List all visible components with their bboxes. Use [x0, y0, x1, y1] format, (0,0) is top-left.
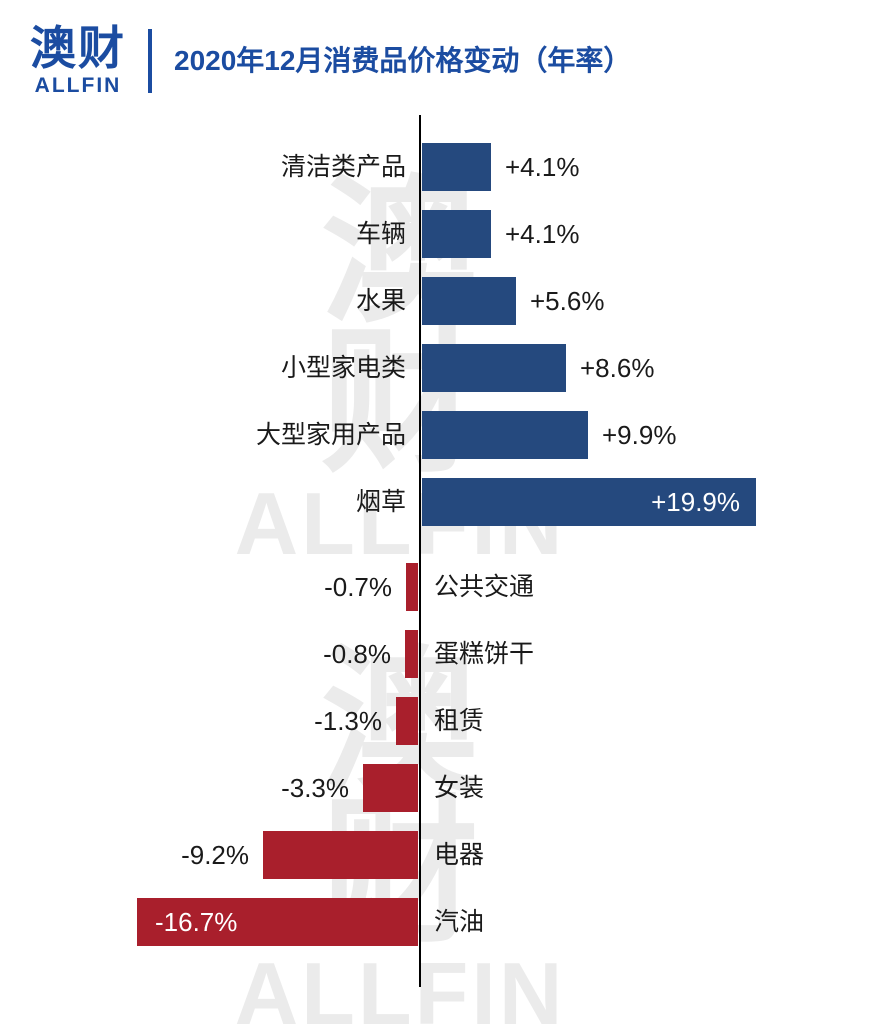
value-label: -0.7% [324, 572, 392, 602]
chart-row: 大型家用产品 +9.9% [0, 411, 870, 459]
category-label: 蛋糕饼干 [434, 640, 535, 668]
positive-bar [422, 411, 588, 459]
logo-divider [148, 29, 152, 94]
category-label: 清洁类产品 [280, 153, 406, 181]
category-label: 水果 [355, 287, 406, 315]
category-label: 电器 [434, 841, 485, 869]
watermark-en: ALLFIN [234, 944, 566, 1029]
axis-line [419, 115, 421, 987]
chart-row: 公共交通 -0.7% [0, 563, 870, 611]
category-label: 汽油 [434, 908, 485, 936]
category-label: 车辆 [355, 220, 406, 248]
value-label: -9.2% [181, 840, 249, 870]
value-label: +8.6% [580, 353, 655, 383]
negative-bar [396, 697, 418, 745]
chart-row: 水果 +5.6% [0, 277, 870, 325]
value-label: +9.9% [602, 420, 677, 450]
chart-row: 蛋糕饼干 -0.8% [0, 630, 870, 678]
value-label: -3.3% [281, 773, 349, 803]
negative-bar [405, 630, 418, 678]
negative-bar [137, 898, 418, 946]
value-label: +19.9% [651, 487, 740, 517]
value-label: +4.1% [505, 152, 580, 182]
positive-bar [422, 277, 516, 325]
logo-cn: 澳财 [30, 22, 126, 74]
value-label: +5.6% [530, 286, 605, 316]
header: 澳财 ALLFIN 2020年12月消费品价格变动（年率） [30, 24, 631, 98]
logo-en: ALLFIN [34, 74, 122, 98]
category-label: 租赁 [434, 707, 485, 735]
chart-row: 烟草 +19.9% [0, 478, 870, 526]
positive-bar [422, 478, 756, 526]
chart-row: 小型家电类 +8.6% [0, 344, 870, 392]
chart-row: 租赁 -1.3% [0, 697, 870, 745]
category-label: 烟草 [355, 488, 406, 516]
logo: 澳财 ALLFIN [30, 24, 126, 98]
chart-row: 女装 -3.3% [0, 764, 870, 812]
category-label: 小型家电类 [280, 354, 406, 382]
page-title: 2020年12月消费品价格变动（年率） [174, 45, 632, 77]
value-label: -1.3% [314, 706, 382, 736]
chart-row: 清洁类产品 +4.1% [0, 143, 870, 191]
positive-bar [422, 210, 491, 258]
category-label: 公共交通 [434, 573, 535, 601]
chart-row: 汽油 -16.7% [0, 898, 870, 946]
chart-row: 车辆 +4.1% [0, 210, 870, 258]
value-label: +4.1% [505, 219, 580, 249]
value-label: -0.8% [323, 639, 391, 669]
category-label: 女装 [434, 774, 485, 802]
negative-bar [363, 764, 418, 812]
positive-bar [422, 344, 566, 392]
negative-bar [263, 831, 418, 879]
value-label: -16.7% [155, 907, 238, 937]
chart-row: 电器 -9.2% [0, 831, 870, 879]
category-label: 大型家用产品 [255, 421, 406, 449]
negative-bar [406, 563, 418, 611]
positive-bar [422, 143, 491, 191]
